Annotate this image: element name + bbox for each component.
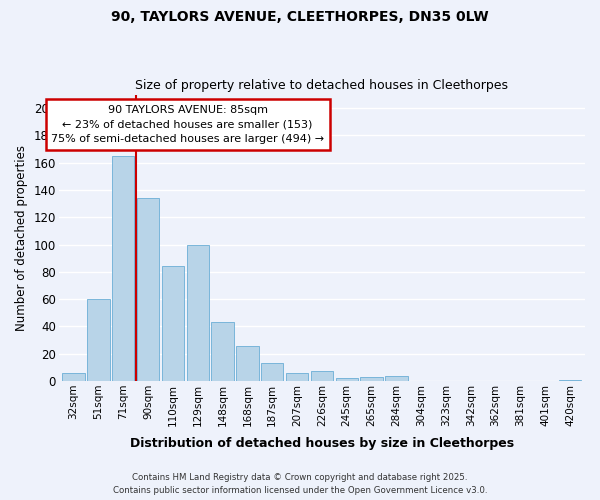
Bar — [311, 372, 333, 381]
Bar — [87, 299, 110, 381]
Y-axis label: Number of detached properties: Number of detached properties — [15, 145, 28, 331]
X-axis label: Distribution of detached houses by size in Cleethorpes: Distribution of detached houses by size … — [130, 437, 514, 450]
Title: Size of property relative to detached houses in Cleethorpes: Size of property relative to detached ho… — [136, 79, 508, 92]
Bar — [137, 198, 159, 381]
Bar — [286, 373, 308, 381]
Text: 90 TAYLORS AVENUE: 85sqm
← 23% of detached houses are smaller (153)
75% of semi-: 90 TAYLORS AVENUE: 85sqm ← 23% of detach… — [51, 104, 324, 144]
Bar — [62, 373, 85, 381]
Bar — [211, 322, 234, 381]
Bar — [112, 156, 134, 381]
Text: Contains HM Land Registry data © Crown copyright and database right 2025.
Contai: Contains HM Land Registry data © Crown c… — [113, 474, 487, 495]
Bar — [361, 377, 383, 381]
Bar — [385, 376, 407, 381]
Bar — [187, 244, 209, 381]
Bar — [559, 380, 581, 381]
Bar — [236, 346, 259, 381]
Bar — [261, 364, 283, 381]
Bar — [162, 266, 184, 381]
Text: 90, TAYLORS AVENUE, CLEETHORPES, DN35 0LW: 90, TAYLORS AVENUE, CLEETHORPES, DN35 0L… — [111, 10, 489, 24]
Bar — [335, 378, 358, 381]
